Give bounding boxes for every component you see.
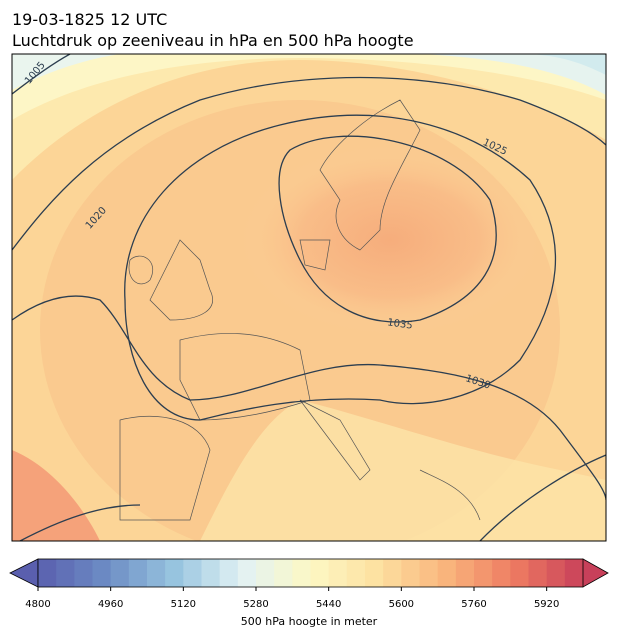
colorbar-cell <box>128 559 148 587</box>
map-frame <box>11 53 607 542</box>
colorbar-cell <box>455 559 475 587</box>
colorbar-cell <box>219 559 239 587</box>
colorbar-cell <box>237 559 257 587</box>
colorbar-cell <box>437 559 457 587</box>
colorbar-frame <box>37 558 584 588</box>
colorbar-cell <box>92 559 112 587</box>
colorbar-tick-label: 5120 <box>171 599 196 610</box>
colorbar-cell <box>256 559 275 587</box>
colorbar-cell <box>274 559 293 587</box>
colorbar-cell <box>110 559 130 587</box>
isobar <box>19 504 141 541</box>
colorbar-cell <box>528 559 548 587</box>
isobar <box>12 54 71 95</box>
colorbar-cell <box>165 559 184 587</box>
isobar <box>124 114 557 421</box>
colorbar-tick-label: 5280 <box>243 599 268 610</box>
colorbar-cell <box>346 559 366 587</box>
colorbar-cell <box>183 559 202 587</box>
colorbar-cell <box>201 559 221 587</box>
colorbar-label: 500 hPa hoogte in meter <box>241 615 378 628</box>
field-band <box>240 145 540 335</box>
colorbar-cell <box>147 559 166 587</box>
isobar <box>479 454 606 541</box>
colorbar-cell <box>310 559 330 587</box>
colorbar-cell <box>38 559 57 587</box>
isobar <box>278 135 497 323</box>
colorbar-cell <box>74 559 93 587</box>
colorbar: 4800 4960 5120 5280 5440 5600 5760 5920 <box>9 558 609 610</box>
colorbar-cell <box>564 559 584 587</box>
subtitle: Luchtdruk op zeeniveau in hPa en 500 hPa… <box>12 31 414 50</box>
colorbar-tick-label: 5760 <box>461 599 486 610</box>
isobar <box>12 76 606 251</box>
field-band <box>12 450 100 541</box>
colorbar-cell <box>510 559 529 587</box>
colorbar-cell <box>474 559 493 587</box>
colorbar-tick-label: 5920 <box>534 599 559 610</box>
field-band <box>12 54 120 90</box>
map: 1005 1020 1025 1030 1035 <box>12 54 606 541</box>
colorbar-tick-label: 5440 <box>316 599 341 610</box>
colorbar-cell <box>365 559 384 587</box>
colorbar-cell <box>383 559 402 587</box>
colorbar-extend-low <box>9 558 39 588</box>
field-band <box>200 400 606 541</box>
colorbar-cell <box>401 559 420 587</box>
contour-label: 1035 <box>387 317 414 331</box>
field-band <box>530 54 606 75</box>
colorbar-cell <box>292 559 311 587</box>
colorbar-cell <box>546 559 566 587</box>
colorbar-cell <box>492 559 511 587</box>
title: 19-03-1825 12 UTC <box>12 10 167 29</box>
colorbar-cell <box>328 559 348 587</box>
colorbar-tick-label: 4960 <box>98 599 123 610</box>
isobar <box>12 295 606 501</box>
colorbar-tick-label: 4800 <box>25 599 50 610</box>
colorbar-tick-label: 5600 <box>389 599 414 610</box>
colorbar-cell <box>419 559 439 587</box>
colorbar-extend-high <box>582 558 609 588</box>
colorbar-cell <box>56 559 75 587</box>
field-band <box>420 54 606 95</box>
